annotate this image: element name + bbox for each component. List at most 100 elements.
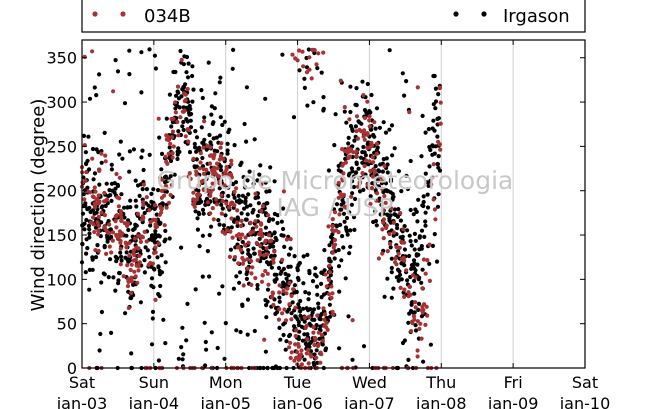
point-irgason xyxy=(123,255,128,260)
point-irgason xyxy=(392,212,397,217)
point-034b xyxy=(287,345,292,350)
point-irgason xyxy=(200,274,205,279)
point-irgason xyxy=(91,177,96,182)
point-034b xyxy=(425,258,430,263)
point-034b xyxy=(176,133,181,138)
point-034b xyxy=(170,129,176,134)
point-irgason xyxy=(237,280,242,285)
point-034b xyxy=(287,281,292,286)
x-tick-label-day: Mon xyxy=(209,373,243,392)
point-034b xyxy=(110,230,116,235)
point-irgason xyxy=(97,72,102,77)
point-034b xyxy=(331,245,336,250)
point-034b xyxy=(107,222,112,227)
point-034b xyxy=(135,280,140,285)
point-irgason xyxy=(179,345,184,350)
point-irgason xyxy=(244,217,249,222)
point-034b xyxy=(170,155,175,160)
point-034b xyxy=(293,342,298,347)
point-034b xyxy=(91,215,96,220)
point-034b xyxy=(219,193,224,198)
point-034b xyxy=(315,313,320,318)
point-034b xyxy=(332,210,338,215)
point-irgason xyxy=(205,249,210,254)
point-irgason xyxy=(369,92,374,98)
point-irgason xyxy=(169,124,174,129)
point-irgason xyxy=(237,200,242,205)
point-034b xyxy=(232,255,238,260)
point-034b xyxy=(114,225,119,230)
point-irgason xyxy=(348,228,353,233)
point-irgason xyxy=(278,337,283,342)
point-irgason xyxy=(327,243,332,248)
point-irgason xyxy=(179,245,184,250)
point-irgason xyxy=(129,351,134,356)
point-irgason xyxy=(93,255,99,260)
point-irgason xyxy=(425,192,430,197)
point-irgason xyxy=(187,150,193,155)
point-irgason xyxy=(269,265,274,270)
point-034b xyxy=(136,233,141,238)
point-irgason xyxy=(229,225,234,230)
point-irgason xyxy=(217,291,222,296)
point-irgason xyxy=(99,280,104,285)
point-034b xyxy=(437,142,442,147)
point-irgason xyxy=(409,263,415,268)
point-irgason xyxy=(209,112,214,117)
point-irgason xyxy=(218,133,223,138)
point-034b xyxy=(293,305,298,310)
point-irgason xyxy=(87,235,92,240)
point-irgason xyxy=(109,234,114,239)
point-irgason xyxy=(149,191,154,196)
point-034b xyxy=(249,258,254,264)
point-irgason xyxy=(413,238,418,243)
point-irgason xyxy=(200,233,205,238)
point-034b xyxy=(420,286,425,291)
point-034b xyxy=(361,134,366,139)
point-irgason xyxy=(193,145,198,150)
point-irgason xyxy=(263,349,268,354)
point-irgason xyxy=(295,275,301,281)
point-034b xyxy=(431,162,436,167)
point-034b xyxy=(95,220,100,225)
point-034b xyxy=(417,326,422,331)
point-034b xyxy=(309,354,314,359)
point-irgason xyxy=(84,217,89,223)
point-034b xyxy=(191,190,196,195)
point-034b xyxy=(378,175,383,180)
point-034b xyxy=(340,163,345,168)
point-034b xyxy=(153,245,158,250)
point-irgason xyxy=(251,246,256,251)
point-034b xyxy=(298,352,304,357)
point-irgason xyxy=(419,280,424,285)
point-irgason xyxy=(288,246,293,251)
point-irgason xyxy=(244,139,249,144)
point-irgason xyxy=(420,267,425,272)
point-034b xyxy=(361,93,366,98)
point-irgason xyxy=(332,143,337,148)
point-irgason xyxy=(437,168,443,173)
point-034b xyxy=(248,220,253,225)
point-irgason xyxy=(404,173,409,178)
point-irgason xyxy=(427,261,432,266)
point-irgason xyxy=(351,215,357,220)
point-irgason xyxy=(431,118,436,123)
point-irgason xyxy=(195,216,200,221)
point-034b xyxy=(217,181,222,186)
point-irgason xyxy=(351,184,357,190)
legend-label-irgason: Irgason xyxy=(503,6,570,27)
point-irgason xyxy=(412,278,417,283)
point-irgason xyxy=(310,310,315,315)
data-points xyxy=(79,47,443,371)
point-irgason xyxy=(365,142,370,147)
point-irgason xyxy=(257,172,262,177)
point-irgason xyxy=(220,206,225,211)
point-034b xyxy=(266,233,272,238)
point-034b xyxy=(396,251,401,256)
point-irgason xyxy=(204,196,210,201)
point-irgason xyxy=(156,358,161,363)
point-irgason xyxy=(281,322,286,327)
point-034b xyxy=(409,329,414,334)
point-034b xyxy=(249,282,254,287)
point-irgason xyxy=(134,204,139,209)
